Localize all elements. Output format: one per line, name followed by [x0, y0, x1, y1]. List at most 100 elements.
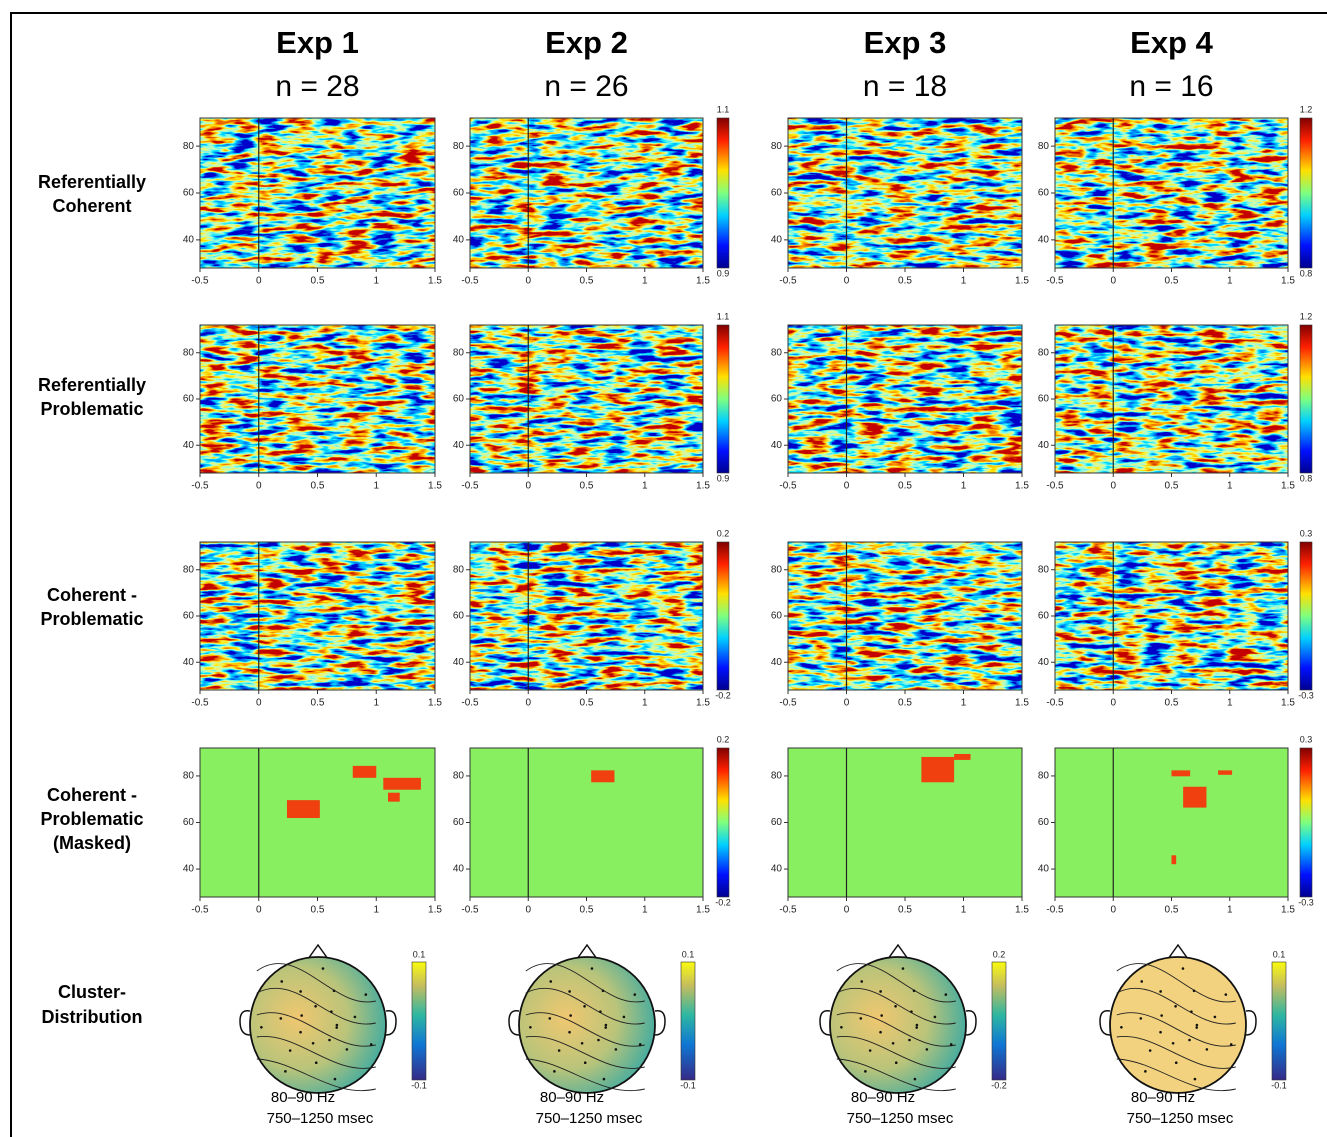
heatmap	[200, 748, 435, 897]
y-tick-label: 80	[771, 771, 783, 782]
y-tick-label: 40	[183, 440, 195, 451]
figure: Exp 1n = 28Exp 2n = 26Exp 3n = 18Exp 4n …	[0, 0, 1327, 1137]
x-tick-label: 1.5	[1015, 905, 1029, 916]
electrode	[315, 1061, 318, 1064]
electrode	[1160, 1014, 1163, 1017]
x-tick-label: 0.5	[580, 276, 594, 287]
electrode	[280, 980, 283, 983]
colorbar-max: 0.3	[1300, 734, 1313, 744]
significant-cluster	[287, 800, 320, 818]
x-tick-label: 1.5	[696, 481, 710, 492]
colorbar	[1300, 748, 1312, 897]
electrode	[280, 1017, 283, 1020]
y-tick-label: 80	[771, 347, 783, 358]
significant-cluster	[1172, 770, 1191, 776]
row-label: Distribution	[42, 1007, 143, 1027]
x-tick-label: -0.5	[1046, 905, 1064, 916]
electrode	[328, 1039, 331, 1042]
colorbar	[1272, 962, 1286, 1080]
x-tick-label: 1.5	[428, 905, 442, 916]
electrode	[892, 1042, 895, 1045]
y-tick-label: 80	[183, 771, 195, 782]
heatmap	[470, 118, 703, 268]
y-tick-label: 60	[1038, 394, 1050, 405]
ear	[655, 1011, 665, 1035]
y-tick-label: 40	[771, 864, 783, 875]
x-tick-label: 0	[256, 481, 262, 492]
electrode	[860, 980, 863, 983]
y-tick-label: 80	[771, 141, 783, 152]
colorbar-min: -0.1	[411, 1080, 427, 1090]
x-tick-label: 0.5	[1165, 481, 1179, 492]
significant-cluster	[1218, 770, 1232, 774]
ear	[820, 1011, 830, 1035]
colorbar	[1300, 325, 1312, 473]
electrode	[336, 1024, 339, 1027]
electrode	[1206, 1048, 1209, 1051]
x-tick-label: 1.5	[428, 481, 442, 492]
y-tick-label: 60	[183, 188, 195, 199]
electrode	[553, 1070, 556, 1073]
time-window: 750–1250 msec	[1127, 1110, 1234, 1127]
heatmap	[470, 748, 703, 897]
x-tick-label: -0.5	[1046, 481, 1064, 492]
electrode	[1196, 1024, 1199, 1027]
y-tick-label: 40	[183, 657, 195, 668]
x-tick-label: 1.5	[1015, 698, 1029, 709]
column-title: Exp 4	[1130, 25, 1213, 60]
electrode	[1149, 1049, 1152, 1052]
electrode	[913, 989, 916, 992]
electrode	[1214, 1016, 1217, 1019]
row-label: Problematic	[40, 809, 143, 829]
heatmap	[200, 325, 435, 473]
y-tick-label: 40	[453, 235, 465, 246]
colorbar	[412, 962, 426, 1080]
electrode	[902, 967, 905, 970]
row-label: Coherent	[52, 196, 131, 216]
y-tick-label: 60	[1038, 188, 1050, 199]
electrode	[910, 1010, 913, 1013]
colorbar-min: 0.9	[717, 473, 730, 483]
x-tick-label: 0	[256, 276, 262, 287]
y-tick-label: 60	[183, 394, 195, 405]
y-tick-label: 40	[771, 235, 783, 246]
x-tick-label: 0	[844, 276, 850, 287]
y-tick-label: 80	[183, 347, 195, 358]
x-tick-label: 1	[373, 481, 379, 492]
colorbar-min: -0.1	[1271, 1080, 1287, 1090]
heatmap	[788, 118, 1022, 268]
electrode	[299, 990, 302, 993]
electrode	[346, 1048, 349, 1051]
x-tick-label: 1.5	[1281, 905, 1295, 916]
electrode	[1140, 1017, 1143, 1020]
y-tick-label: 60	[1038, 611, 1050, 622]
electrode	[549, 980, 552, 983]
x-tick-label: 0	[1110, 905, 1116, 916]
electrode	[330, 1010, 333, 1013]
x-tick-label: 0	[256, 905, 262, 916]
electrode	[591, 967, 594, 970]
x-tick-label: 1	[961, 698, 967, 709]
electrode	[604, 1026, 607, 1029]
x-tick-label: 0.5	[898, 276, 912, 287]
electrode	[950, 1043, 953, 1046]
ear	[966, 1011, 976, 1035]
colorbar-max: 1.2	[1300, 104, 1313, 114]
x-tick-label: -0.5	[461, 905, 479, 916]
y-tick-label: 80	[1038, 141, 1050, 152]
column-title: Exp 1	[276, 25, 359, 60]
x-tick-label: 0	[844, 698, 850, 709]
colorbar	[717, 748, 729, 897]
electrode	[1140, 980, 1143, 983]
scalp-map	[830, 957, 966, 1093]
electrode	[1159, 990, 1162, 993]
electrode	[354, 1016, 357, 1019]
electrode	[602, 989, 605, 992]
x-tick-label: -0.5	[461, 481, 479, 492]
significant-cluster	[383, 778, 421, 790]
row-label: Problematic	[40, 399, 143, 419]
electrode	[558, 1049, 561, 1052]
electrode	[581, 1042, 584, 1045]
x-tick-label: -0.5	[779, 276, 797, 287]
colorbar	[717, 118, 729, 268]
